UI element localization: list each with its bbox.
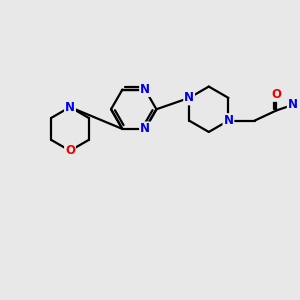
Text: N: N [288, 98, 298, 111]
Text: O: O [272, 88, 281, 101]
Text: N: N [140, 83, 150, 96]
Text: N: N [140, 122, 150, 135]
Text: N: N [65, 100, 75, 114]
Text: O: O [65, 144, 75, 157]
Text: N: N [224, 114, 233, 127]
Text: N: N [184, 92, 194, 104]
